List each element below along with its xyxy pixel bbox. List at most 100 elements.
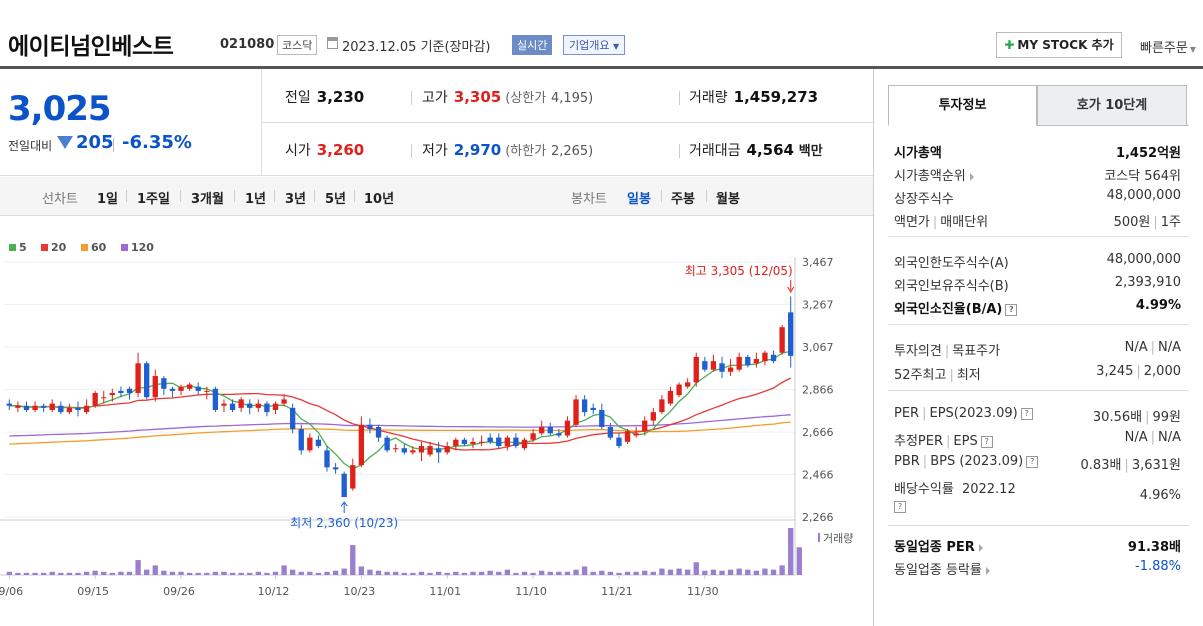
help-icon[interactable]: ? xyxy=(1005,303,1018,316)
fast-order-button[interactable]: 빠른주문 ▼ xyxy=(1140,37,1196,56)
candle-weekly[interactable]: 주봉 xyxy=(671,192,695,207)
row-pbr: PBR | BPS (2023.09)? 0.83배 | 3,631원 xyxy=(888,454,1189,474)
period-1y[interactable]: 1년 xyxy=(245,192,267,207)
period-5y[interactable]: 5년 xyxy=(325,192,347,207)
volume-bar xyxy=(221,571,227,575)
open-price: 시가 3,260 xyxy=(285,140,364,160)
volume-bar xyxy=(161,570,167,575)
tab-investment-info[interactable]: 투자정보 xyxy=(888,85,1037,126)
divider: | xyxy=(1124,458,1129,473)
candle-body xyxy=(788,312,794,356)
volume-bar xyxy=(178,571,184,575)
row-52w: 52주최고 | 최저 3,245 | 2,000 xyxy=(888,364,1189,384)
candle-body xyxy=(487,437,493,442)
est-eps-amount: N/A xyxy=(1158,430,1181,445)
candle-body xyxy=(384,437,390,451)
row-industry-per: 동일업종 PER 91.38배 xyxy=(888,536,1189,556)
volume-bar xyxy=(616,572,622,575)
volume-bar xyxy=(290,569,296,575)
candle-daily[interactable]: 일봉 xyxy=(627,192,651,207)
bps-amount: 3,631원 xyxy=(1131,458,1181,473)
y-tick-label: 2,466 xyxy=(802,469,834,482)
par-value: 500원 | 1주 xyxy=(1114,211,1181,230)
candle-body xyxy=(770,354,777,362)
period-10y[interactable]: 10년 xyxy=(364,192,395,207)
chevron-right-icon xyxy=(978,543,983,552)
lower-limit-value: 2,265) xyxy=(550,144,594,159)
help-icon[interactable]: ? xyxy=(1020,407,1033,420)
candle-body xyxy=(144,363,150,398)
trade-unit-amount: 1주 xyxy=(1160,215,1181,230)
candle-body xyxy=(15,405,21,408)
opinion-text: 투자의견 xyxy=(894,344,942,359)
eps-text: EPS(2023.09) xyxy=(929,406,1018,421)
volume-bar xyxy=(393,571,399,575)
divider: | xyxy=(1145,410,1150,425)
y-tick-label: 2,666 xyxy=(802,426,834,439)
period-3m[interactable]: 3개월 xyxy=(191,192,224,207)
foreign-own-label: 외국인보유주식수(B) xyxy=(894,279,1009,294)
volume-bar xyxy=(564,571,571,575)
high-label: 고가 xyxy=(422,90,448,106)
candle-body xyxy=(332,467,339,470)
help-icon[interactable]: ? xyxy=(1026,455,1039,468)
x-tick-label: 09/06 xyxy=(0,585,23,598)
down-triangle-icon xyxy=(57,136,73,149)
period-1d[interactable]: 1일 xyxy=(97,192,119,207)
foreign-ratio-value: 4.99% xyxy=(1135,298,1181,313)
industry-per-label[interactable]: 동일업종 PER xyxy=(894,536,983,555)
est-per-amount: N/A xyxy=(1124,430,1148,445)
divider xyxy=(873,69,874,626)
x-tick-label: 09/15 xyxy=(77,585,109,598)
candle-body xyxy=(393,448,399,450)
help-icon[interactable]: ? xyxy=(980,435,993,448)
divider xyxy=(234,190,235,202)
volume-bar xyxy=(101,571,107,575)
volume-bar xyxy=(607,571,614,575)
row-per: PER | EPS(2023.09)? 30.56배 | 99원 xyxy=(888,406,1189,426)
line-chart-label: 선차트 xyxy=(42,192,78,207)
volume-bar xyxy=(444,572,450,575)
per-amount: 30.56배 xyxy=(1092,410,1143,425)
candle-body xyxy=(710,361,717,370)
corp-info-button[interactable]: 기업개요 ▼ xyxy=(563,35,626,55)
upper-limit-label: (상한가 xyxy=(505,91,547,106)
period-3y[interactable]: 3년 xyxy=(285,192,307,207)
volume-bar xyxy=(788,528,794,575)
x-tick-label: 11/01 xyxy=(429,585,461,598)
candle-body xyxy=(324,450,330,468)
divider: | xyxy=(946,434,951,449)
candle-body xyxy=(762,352,768,362)
candle-body xyxy=(152,376,158,398)
divider xyxy=(411,144,412,158)
tab-orderbook-10[interactable]: 호가 10단계 xyxy=(1037,85,1187,126)
candle-body xyxy=(410,450,416,453)
market-cap-rank-label[interactable]: 시가총액순위 xyxy=(894,165,974,184)
eps-amount: 99원 xyxy=(1152,410,1181,425)
volume-bar xyxy=(109,572,115,575)
price-chart: 5 20 60 120 3,467 3,267 3,067 2,866 2,666 2,466 2,… xyxy=(0,217,873,626)
period-1w[interactable]: 1주일 xyxy=(137,192,170,207)
candle-body xyxy=(264,403,270,413)
amount-unit: 백만 xyxy=(798,144,823,159)
divider: | xyxy=(1150,340,1155,355)
candle-body xyxy=(92,393,98,406)
candle-body xyxy=(23,405,30,410)
candle-body xyxy=(547,426,553,434)
add-mystock-button[interactable]: ✚ MY STOCK 추가 xyxy=(996,32,1122,58)
industry-rate-label[interactable]: 동일업종 등락률 xyxy=(894,559,990,578)
candle-body xyxy=(564,420,571,436)
volume-bar xyxy=(332,570,339,575)
help-icon[interactable]: ? xyxy=(894,501,906,513)
realtime-button[interactable]: 실시간 xyxy=(512,35,553,55)
volume-bar xyxy=(779,565,785,575)
candle-body xyxy=(290,407,296,430)
row-market-cap-rank: 시가총액순위 코스닥 564위 xyxy=(888,165,1189,185)
y-tick-label: 3,067 xyxy=(802,341,834,354)
max-arrow-head xyxy=(787,286,795,293)
open-value: 3,260 xyxy=(316,141,365,159)
volume-bar xyxy=(590,571,596,575)
volume-bar xyxy=(427,572,433,575)
candle-monthly[interactable]: 월봉 xyxy=(716,192,740,207)
volume-bar xyxy=(6,571,12,575)
